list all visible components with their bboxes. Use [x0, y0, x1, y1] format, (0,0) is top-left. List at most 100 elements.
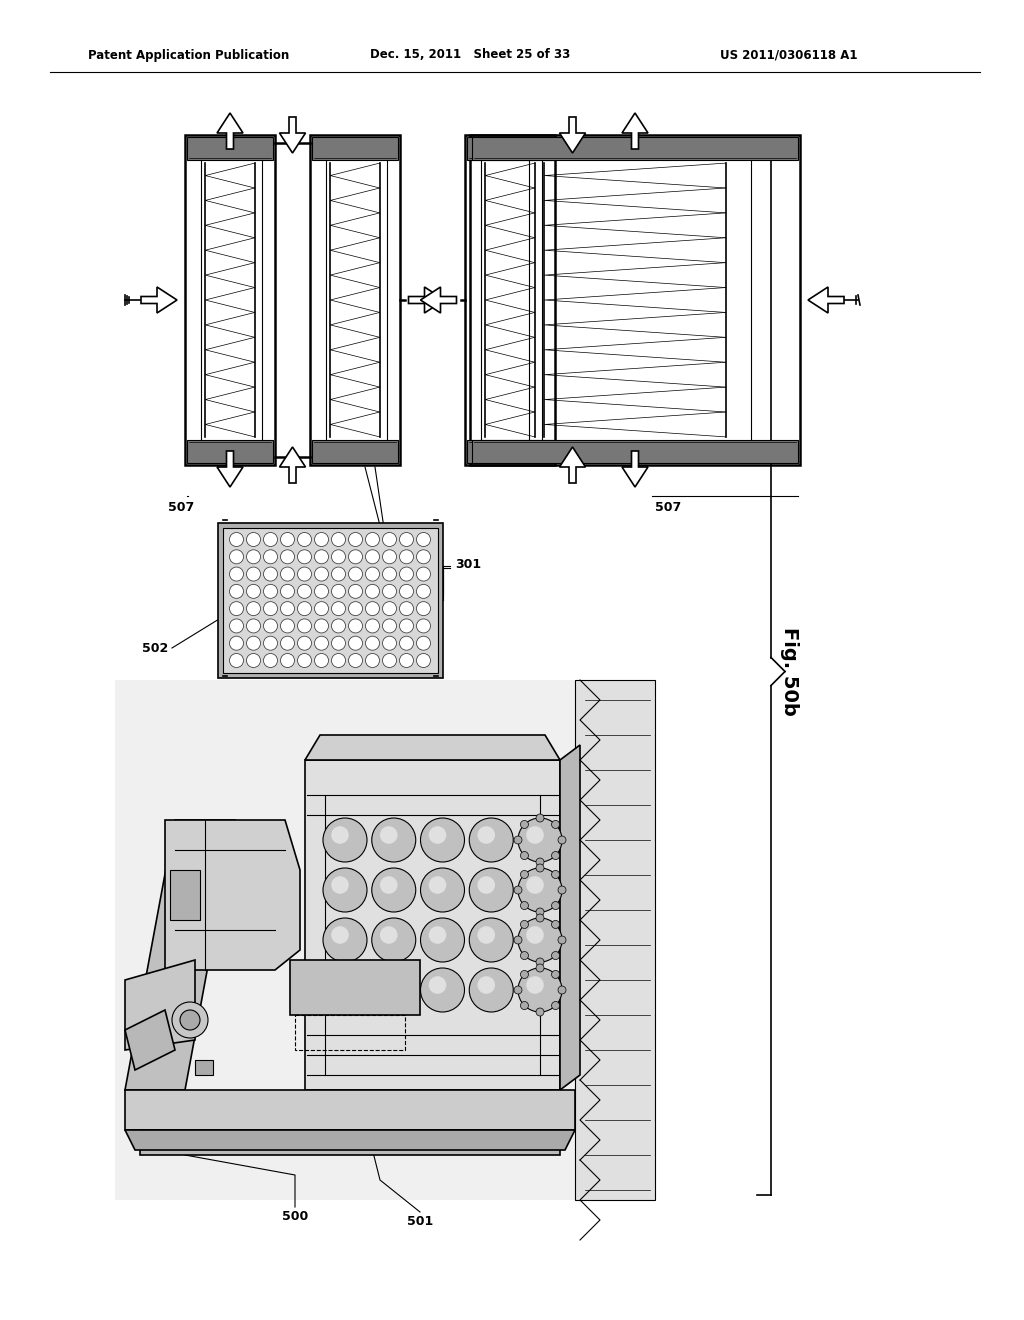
Circle shape [552, 1002, 559, 1010]
Text: Fig. 50b: Fig. 50b [780, 627, 800, 715]
Circle shape [332, 550, 345, 564]
Text: 500: 500 [282, 1210, 308, 1224]
Circle shape [552, 920, 559, 928]
Circle shape [383, 550, 396, 564]
Polygon shape [125, 1130, 575, 1150]
Circle shape [520, 1002, 528, 1010]
Bar [312, 440, 398, 463]
Circle shape [298, 585, 311, 598]
Circle shape [348, 550, 362, 564]
Circle shape [247, 602, 260, 615]
Circle shape [348, 568, 362, 581]
Circle shape [469, 917, 513, 962]
Circle shape [247, 619, 260, 632]
Circle shape [417, 636, 430, 651]
Circle shape [366, 585, 380, 598]
Circle shape [314, 602, 329, 615]
Circle shape [536, 814, 544, 822]
Circle shape [348, 602, 362, 615]
Circle shape [520, 821, 528, 829]
Circle shape [314, 585, 329, 598]
Circle shape [399, 550, 414, 564]
Circle shape [331, 876, 349, 894]
Circle shape [399, 653, 414, 668]
Circle shape [558, 986, 566, 994]
Circle shape [383, 653, 396, 668]
Circle shape [477, 977, 495, 994]
Circle shape [552, 821, 559, 829]
Circle shape [366, 653, 380, 668]
Circle shape [536, 1008, 544, 1016]
Circle shape [558, 836, 566, 843]
Circle shape [281, 602, 295, 615]
Circle shape [383, 532, 396, 546]
Bar [465, 135, 555, 465]
Circle shape [399, 636, 414, 651]
Circle shape [323, 917, 367, 962]
Circle shape [552, 902, 559, 909]
Bar [140, 1130, 560, 1155]
Circle shape [372, 968, 416, 1012]
Circle shape [331, 927, 349, 944]
Circle shape [348, 532, 362, 546]
Circle shape [383, 568, 396, 581]
Bar [472, 137, 798, 160]
Circle shape [298, 653, 311, 668]
Text: US 2011/0306118 A1: US 2011/0306118 A1 [720, 49, 857, 62]
Circle shape [229, 550, 244, 564]
Circle shape [469, 968, 513, 1012]
Circle shape [172, 1002, 208, 1038]
Circle shape [366, 619, 380, 632]
Circle shape [514, 986, 522, 994]
Circle shape [348, 636, 362, 651]
Circle shape [323, 869, 367, 912]
Circle shape [372, 818, 416, 862]
Circle shape [514, 936, 522, 944]
Circle shape [469, 869, 513, 912]
Polygon shape [559, 447, 586, 483]
Circle shape [421, 869, 465, 912]
Circle shape [417, 532, 430, 546]
Circle shape [421, 968, 465, 1012]
Circle shape [518, 869, 562, 912]
Circle shape [314, 636, 329, 651]
Circle shape [366, 568, 380, 581]
Circle shape [298, 636, 311, 651]
Circle shape [366, 550, 380, 564]
Circle shape [247, 532, 260, 546]
Circle shape [323, 968, 367, 1012]
Circle shape [558, 936, 566, 944]
Circle shape [526, 977, 544, 994]
Circle shape [518, 818, 562, 862]
Polygon shape [280, 447, 305, 483]
Circle shape [536, 865, 544, 873]
Circle shape [399, 602, 414, 615]
Circle shape [417, 619, 430, 632]
Circle shape [429, 876, 446, 894]
Circle shape [229, 636, 244, 651]
Circle shape [247, 568, 260, 581]
Circle shape [263, 550, 278, 564]
Circle shape [514, 886, 522, 894]
Circle shape [469, 818, 513, 862]
Circle shape [383, 619, 396, 632]
Circle shape [526, 927, 544, 944]
Bar [312, 137, 398, 160]
Circle shape [332, 532, 345, 546]
Circle shape [536, 964, 544, 972]
Bar [305, 760, 560, 1090]
Circle shape [332, 653, 345, 668]
Circle shape [298, 602, 311, 615]
Circle shape [421, 818, 465, 862]
Circle shape [383, 585, 396, 598]
Bar [222, 528, 437, 672]
Polygon shape [421, 286, 457, 313]
Circle shape [417, 550, 430, 564]
Circle shape [281, 568, 295, 581]
Polygon shape [808, 286, 844, 313]
Circle shape [372, 917, 416, 962]
Circle shape [536, 858, 544, 866]
Circle shape [298, 550, 311, 564]
Text: 502: 502 [141, 642, 168, 655]
Circle shape [518, 917, 562, 962]
